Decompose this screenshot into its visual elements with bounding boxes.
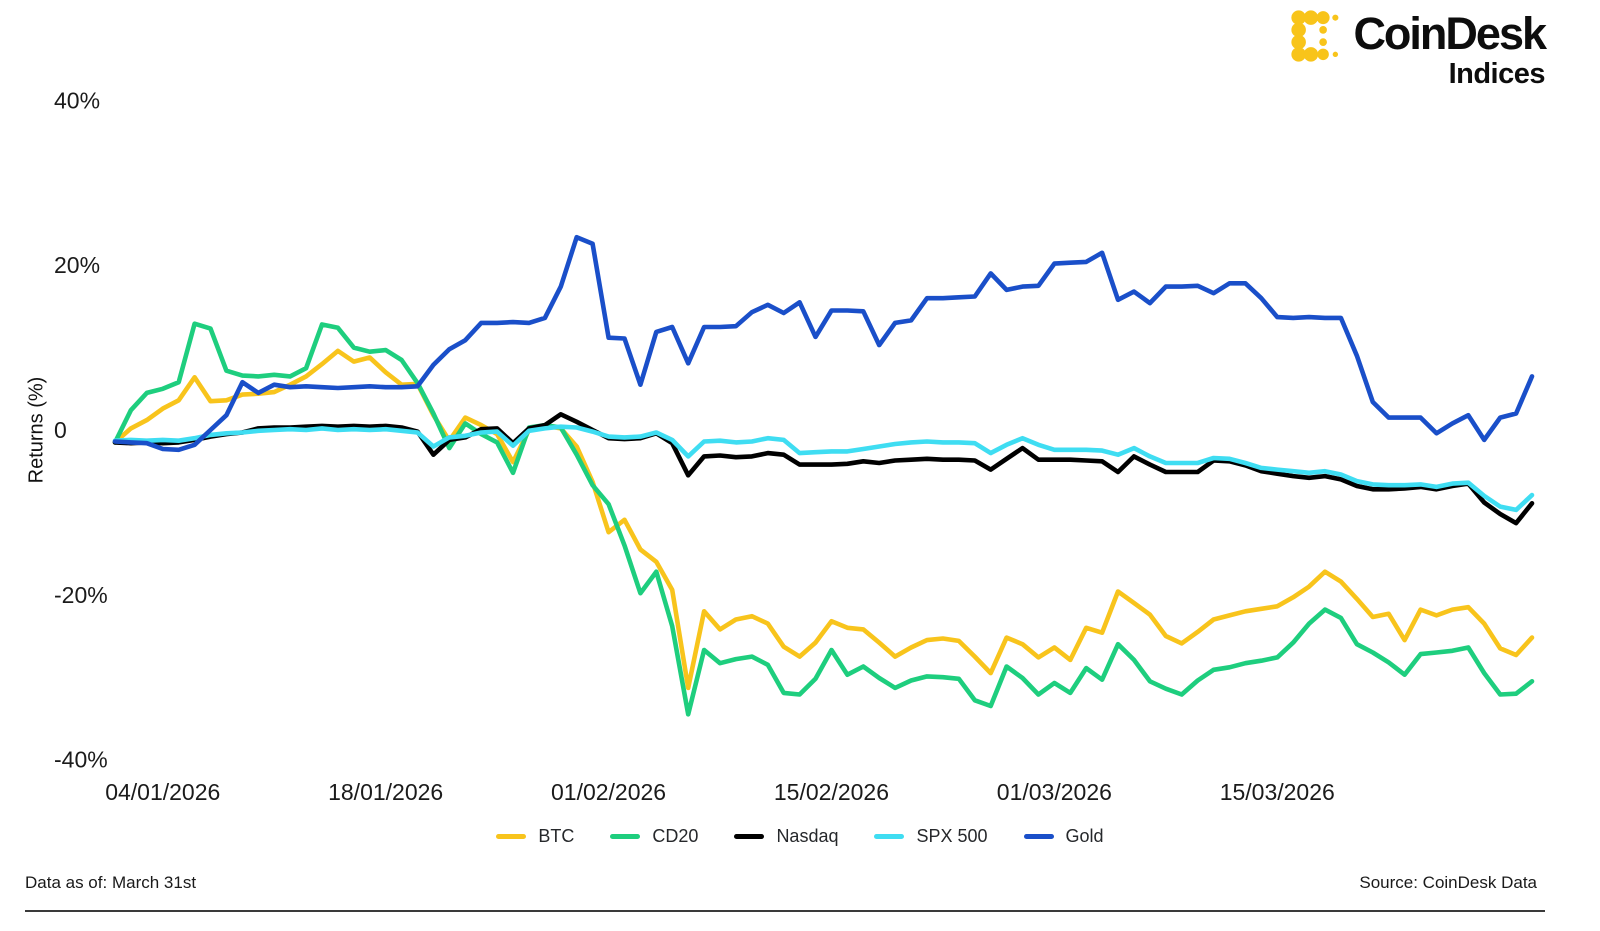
legend-item-gold: Gold [1023, 826, 1104, 847]
x-tick-label: 04/01/2026 [105, 779, 220, 805]
y-tick-label: 0 [54, 417, 67, 443]
brand-subtitle: Indices [1448, 58, 1546, 91]
legend-swatch [734, 834, 765, 839]
x-tick-label: 15/02/2026 [774, 779, 889, 805]
y-axis-title: Returns (%) [25, 376, 48, 484]
x-tick-label: 15/03/2026 [1220, 779, 1335, 805]
coindesk-logo-text: CoinDesk Indices [1353, 8, 1547, 91]
brand-name: CoinDesk [1353, 8, 1547, 59]
y-tick-label: 20% [54, 252, 100, 278]
data-as-of-label: Data as of: [25, 873, 108, 892]
series-line-gold [112, 234, 1535, 453]
series-line-btc [112, 348, 1535, 691]
legend-item-btc: BTC [496, 826, 574, 847]
legend-item-spx-500: SPX 500 [874, 826, 988, 847]
chart-legend: BTC CD20 Nasdaq SPX 500 Gold [0, 826, 1600, 847]
series-line-cd20 [112, 321, 1535, 717]
legend-label: Gold [1065, 826, 1104, 846]
data-as-of-note: Data as of: March 31st [25, 873, 196, 893]
x-tick-label: 01/03/2026 [997, 779, 1112, 805]
y-tick-label: -40% [54, 747, 108, 773]
legend-swatch [874, 834, 905, 839]
legend-label: SPX 500 [916, 826, 988, 846]
legend-swatch [1023, 834, 1054, 839]
legend-item-cd20: CD20 [610, 826, 698, 847]
y-tick-label: 40% [54, 87, 100, 113]
coindesk-logo: CoinDesk Indices [1291, 8, 1547, 91]
legend-label: Nasdaq [776, 826, 839, 846]
legend-item-nasdaq: Nasdaq [734, 826, 838, 847]
legend-swatch [610, 834, 641, 839]
y-tick-label: -20% [54, 582, 108, 608]
legend-label: BTC [538, 826, 575, 846]
series-line-nasdaq [112, 411, 1535, 526]
footer-divider [25, 910, 1545, 912]
data-as-of-value: March 31st [111, 873, 197, 892]
legend-label: CD20 [652, 826, 699, 846]
legend-swatch [496, 834, 527, 839]
x-tick-label: 01/02/2026 [551, 779, 666, 805]
series-line-spx-500 [112, 424, 1535, 513]
source-note: Source: CoinDesk Data [1359, 873, 1537, 892]
coindesk-logo-icon [1291, 10, 1339, 62]
x-tick-label: 18/01/2026 [328, 779, 443, 805]
